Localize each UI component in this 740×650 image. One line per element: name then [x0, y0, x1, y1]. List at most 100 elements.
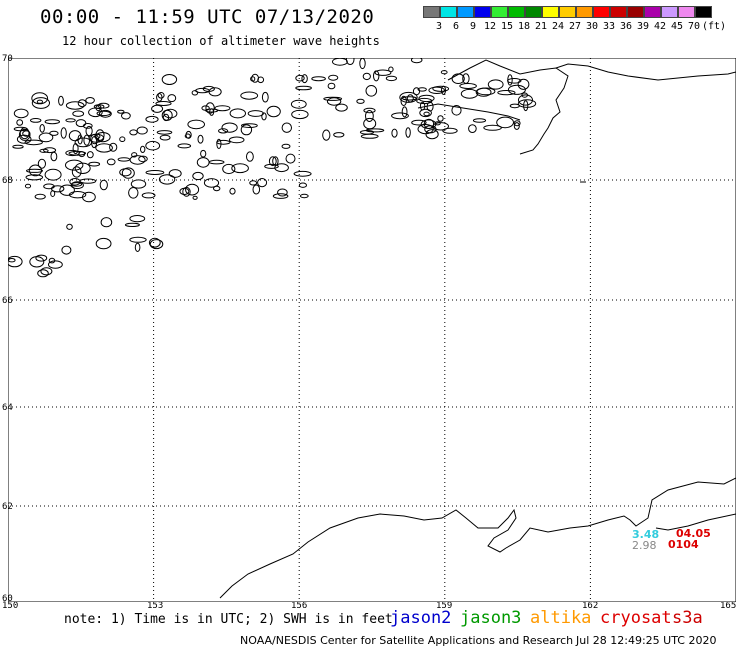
ice-floe [285, 153, 296, 164]
ice-floe [13, 108, 29, 119]
ice-floe [293, 170, 312, 177]
lat-label-68: 68 [2, 176, 13, 186]
legend-label: 33 [602, 21, 616, 32]
ice-floe [246, 151, 254, 162]
ice-floe [99, 179, 108, 191]
map-subtitle: 12 hour collection of altimeter wave hei… [62, 34, 380, 48]
ice-floe [128, 187, 139, 199]
ice-floe [25, 174, 44, 181]
ice-floe [157, 92, 165, 99]
ice-floe [266, 105, 281, 118]
ice-floe [521, 92, 529, 98]
ice-floe [513, 122, 520, 130]
ice-floe [298, 182, 307, 188]
ice-floe [437, 115, 444, 122]
ice-floe [251, 73, 260, 83]
legend-label: 70 [687, 21, 701, 32]
ice-floe [426, 101, 434, 112]
ice-floe [196, 157, 210, 168]
lat-label-60: 60 [2, 594, 13, 604]
ice-floe [61, 245, 72, 255]
ice-floe [460, 88, 479, 99]
ice-floe [141, 192, 156, 199]
ice-floe [191, 90, 199, 96]
legend-swatch [559, 6, 576, 18]
ice-floe [432, 85, 450, 92]
ice-floe [328, 74, 339, 81]
ice-floe [95, 143, 113, 153]
ice-floe [79, 178, 97, 184]
ice-floe [136, 126, 148, 135]
ice-floe [168, 169, 182, 178]
ice-floe [197, 134, 204, 144]
ice-floe [179, 187, 190, 195]
ice-floe [406, 94, 414, 103]
ice-floe [424, 125, 437, 134]
ice-floe [121, 112, 131, 120]
ice-floe [68, 150, 87, 156]
ice-floe [442, 127, 458, 134]
ice-floe [37, 269, 49, 278]
ice-floe [411, 119, 427, 126]
ice-floe [459, 83, 477, 89]
ice-floe [301, 74, 308, 84]
ice-floe [65, 149, 80, 157]
ice-floe [261, 91, 269, 103]
legend-label: 42 [653, 21, 667, 32]
ice-floe [261, 112, 267, 121]
ice-floe [109, 142, 118, 152]
ice-floe [385, 75, 397, 82]
ice-floe [131, 152, 138, 158]
generated-timestamp: Jul 28 12:49:25 UTC 2020 [576, 634, 717, 647]
ice-floe [28, 164, 42, 177]
wave-obs-value: 3.48 [632, 528, 660, 541]
ice-floe [402, 96, 417, 101]
ice-floe [74, 137, 93, 148]
ice-floe [323, 96, 343, 101]
ice-floe [249, 180, 258, 186]
ice-floe [257, 178, 268, 188]
ice-floe [75, 119, 87, 128]
ice-floe [274, 163, 289, 173]
ice-floe [400, 95, 407, 107]
wave-height-map [8, 58, 736, 602]
ice-floe [451, 105, 462, 116]
ice-floe [16, 134, 32, 144]
legend-label: 3 [435, 21, 443, 32]
ice-floe [509, 103, 520, 109]
lon-label-150: 150 [2, 601, 19, 611]
ice-floe [83, 134, 90, 146]
ice-floe [507, 84, 526, 95]
ice-floe [130, 179, 147, 189]
ice-floe [268, 156, 277, 167]
ice-floe [119, 136, 126, 142]
ice-floe [59, 184, 75, 196]
ice-floe [405, 127, 411, 138]
lon-label-165: 165 [720, 601, 737, 611]
ice-floe [295, 85, 312, 91]
ice-floe [49, 130, 59, 136]
legend-swatch [576, 6, 593, 18]
ice-floe [365, 110, 374, 122]
ice-floe [363, 117, 377, 130]
ice-floe [16, 119, 24, 126]
ice-floe [365, 85, 378, 97]
legend-swatch [542, 6, 559, 18]
ice-floe [24, 183, 32, 189]
ice-floe [257, 76, 265, 84]
ice-floe [428, 86, 446, 94]
ice-floe [496, 116, 515, 129]
lat-label-62: 62 [2, 502, 13, 512]
ice-floe [65, 118, 76, 123]
wave-obs-value: 2.98 [632, 539, 657, 552]
ice-floe [145, 170, 165, 175]
ice-floe [401, 106, 408, 118]
ice-floe [30, 118, 42, 123]
ice-floe [192, 171, 204, 181]
graticule [8, 58, 736, 602]
color-scale-labels: 3 6 9 12 15 18 21 24 27 30 33 36 39 42 45 70 (ft) [423, 21, 740, 35]
ice-floe [44, 119, 60, 125]
legend-label: 18 [517, 21, 531, 32]
legend-unit: (ft) [701, 21, 727, 32]
ice-floe [241, 123, 258, 128]
